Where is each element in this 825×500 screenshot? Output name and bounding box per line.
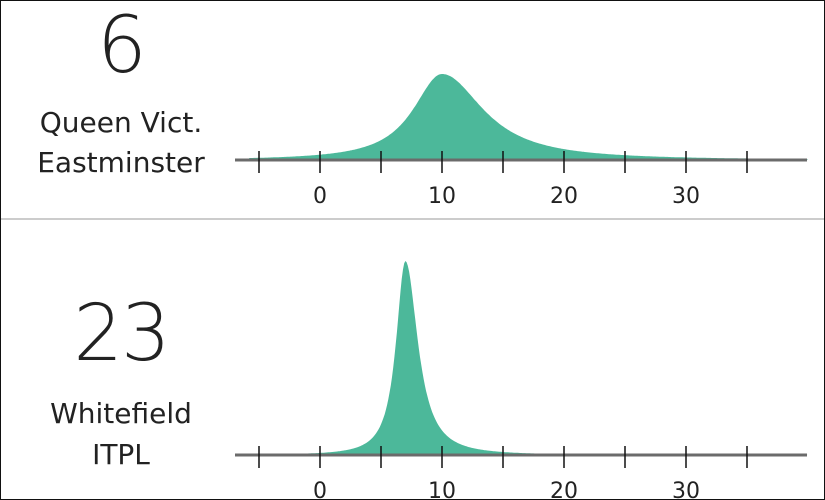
density-plot: 0 10 20 30 [235,74,808,209]
stop-name-line-1: Queen Vict. [39,106,203,139]
x-tick-label: 20 [550,184,578,209]
route-number: 23 [73,289,170,379]
x-tick-label: 0 [313,184,327,209]
x-tick-label: 10 [428,479,456,499]
route-number: 6 [97,1,147,91]
density-plot: 0 10 20 30 [235,261,808,499]
stop-name-line-2: ITPL [92,438,150,471]
stop-name-line-2: Eastminster [37,146,205,179]
x-tick-label: 10 [428,184,456,209]
x-tick-label: 20 [550,479,578,499]
density-area [249,261,808,455]
x-tick-label: 0 [313,479,327,499]
route-panel: 6 Queen Vict. Eastminster 0 10 20 30 [1,1,824,218]
x-tick-label: 30 [672,479,700,499]
density-area [249,74,808,160]
x-tick-label: 30 [672,184,700,209]
route-panel: 23 Whitefield ITPL 0 10 20 30 [1,220,824,499]
panel-divider [1,218,824,220]
stop-name-line-1: Whitefield [50,397,192,430]
